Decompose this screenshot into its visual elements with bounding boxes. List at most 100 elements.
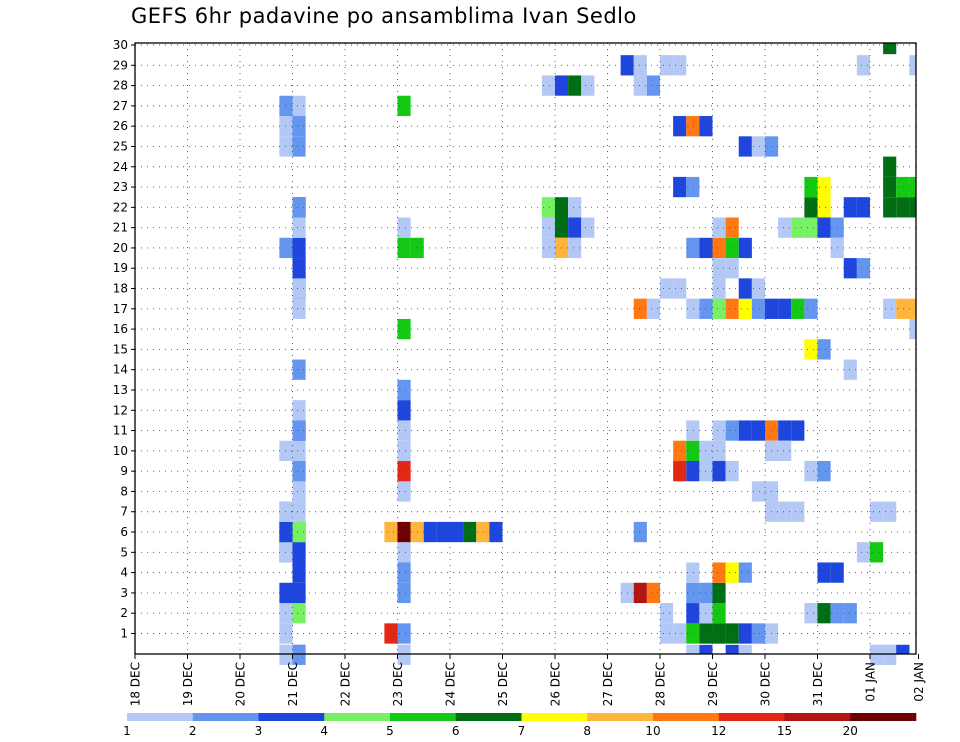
x-tick-label: 25 DEC [496, 662, 510, 706]
heatmap-cell [292, 258, 306, 279]
y-tick-label: 24 [113, 160, 128, 174]
heatmap-cell [476, 521, 490, 543]
heatmap-cell [568, 75, 582, 96]
heatmap-cell [646, 298, 661, 319]
heatmap-cell [896, 197, 910, 218]
y-tick-label: 15 [113, 342, 128, 356]
heatmap-cell [686, 237, 700, 259]
heatmap-cell [896, 176, 910, 198]
heatmap-cell [738, 278, 752, 299]
heatmap-cell [909, 318, 917, 340]
heatmap-cell [397, 217, 411, 238]
colorbar-swatch [192, 713, 259, 721]
x-axis: 18 DEC 19 DEC 20 DEC 21 DEC 22 DEC 23 DEC 24 D… [129, 654, 926, 706]
grid-lines [135, 43, 916, 654]
heatmap-cell [673, 623, 687, 644]
heatmap-cell [896, 298, 910, 319]
heatmap-cell [883, 176, 897, 198]
colorbar: 1 2 3 4 5 6 7 8 10 12 15 20 [123, 713, 917, 738]
heatmap-cell [725, 298, 739, 319]
y-tick-label: 14 [113, 363, 128, 377]
heatmap-cell [568, 197, 582, 218]
heatmap-cell [686, 603, 700, 624]
heatmap-cell [397, 95, 411, 117]
heatmap-cells [279, 43, 917, 665]
heatmap-cell [673, 440, 687, 462]
heatmap-cell [870, 501, 884, 522]
colorbar-label: 20 [843, 724, 858, 738]
heatmap-cell [686, 176, 700, 198]
x-tick-label: 23 DEC [391, 662, 405, 706]
heatmap-cell [804, 197, 818, 218]
heatmap-cell [804, 217, 818, 238]
y-tick-label: 30 [113, 38, 128, 52]
heatmap-cell [712, 298, 726, 319]
heatmap-cell [397, 521, 411, 543]
heatmap-cell [436, 521, 451, 543]
y-tick-label: 2 [120, 606, 128, 620]
heatmap-cell [751, 481, 766, 502]
colorbar-swatch [324, 713, 391, 721]
heatmap-cell [817, 603, 831, 624]
heatmap-cell [725, 623, 739, 644]
heatmap-cell [883, 43, 897, 55]
y-tick-label: 16 [113, 322, 128, 336]
heatmap-cell [397, 420, 411, 441]
y-axis: 1234567891011121314151617181920212223242… [113, 38, 135, 641]
x-tick-label: 30 DEC [759, 662, 773, 706]
heatmap-cell [292, 359, 306, 380]
heatmap-cell [712, 440, 726, 462]
heatmap-cell [397, 400, 411, 421]
heatmap-cell [292, 481, 306, 502]
heatmap-cell [397, 481, 411, 502]
heatmap-cell [712, 623, 726, 644]
heatmap-cell [686, 461, 700, 482]
heatmap-cell [804, 176, 818, 198]
y-tick-label: 17 [113, 302, 128, 316]
heatmap-cell [633, 55, 647, 76]
x-tick-label: 19 DEC [181, 662, 195, 706]
heatmap-cell [738, 237, 752, 259]
colorbar-swatch [784, 713, 851, 721]
heatmap-cell [738, 298, 752, 319]
colorbar-swatch [521, 713, 588, 721]
heatmap-cell [397, 440, 411, 462]
heatmap-cell [791, 420, 805, 441]
heatmap-cell [660, 55, 674, 76]
colorbar-swatch [390, 713, 457, 721]
heatmap-cell [292, 298, 306, 319]
heatmap-cell [292, 582, 306, 604]
heatmap-cell [778, 440, 792, 462]
heatmap-cell [292, 136, 306, 157]
heatmap-cell [712, 237, 726, 259]
heatmap-cell [725, 644, 739, 654]
heatmap-cell [292, 278, 306, 299]
heatmap-cell [581, 217, 595, 238]
heatmap-cell [279, 644, 293, 665]
y-tick-label: 10 [113, 444, 128, 458]
y-tick-label: 22 [113, 200, 128, 214]
colorbar-label: 6 [452, 724, 460, 738]
heatmap-cell [673, 278, 687, 299]
heatmap-cell [817, 339, 831, 360]
heatmap-cell [397, 461, 411, 482]
heatmap-cell [883, 644, 897, 654]
heatmap-cell [843, 258, 857, 279]
heatmap-cell [725, 461, 739, 482]
x-tick-label: 27 DEC [601, 662, 615, 706]
heatmap-cell [292, 400, 306, 421]
heatmap-cell [397, 318, 411, 340]
x-tick-label: 20 DEC [234, 662, 248, 706]
heatmap-cell [686, 562, 700, 583]
heatmap-cell [738, 420, 752, 441]
heatmap-cell [870, 644, 884, 665]
heatmap-cell [909, 197, 917, 218]
x-tick-label: 18 DEC [129, 662, 143, 706]
colorbar-label: 12 [711, 724, 726, 738]
heatmap-cell [712, 278, 726, 299]
heatmap-cell [384, 623, 398, 644]
heatmap-cell [673, 461, 687, 482]
colorbar-swatch [455, 713, 522, 721]
heatmap-cell [423, 521, 437, 543]
heatmap-cell [883, 298, 897, 319]
